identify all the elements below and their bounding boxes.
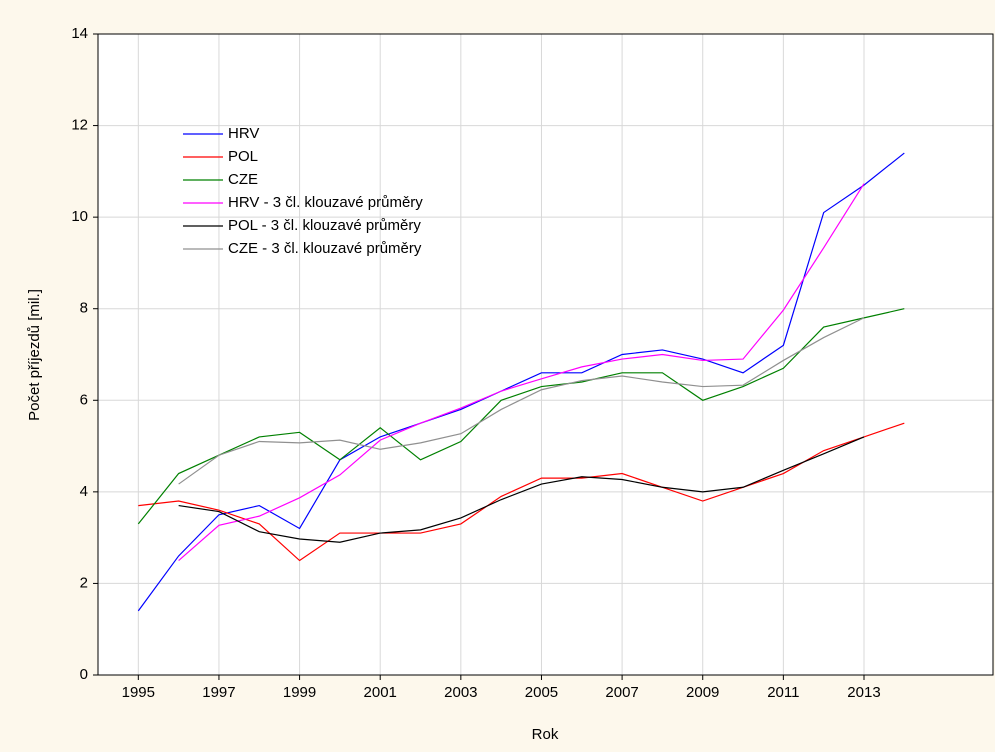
series-line [178, 317, 865, 485]
x-tick-label: 2005 [525, 684, 558, 701]
x-tick-label: 2007 [605, 684, 638, 701]
x-tick-label: 1995 [122, 684, 155, 701]
series-line [137, 308, 905, 525]
legend-label: CZE [228, 171, 258, 188]
x-tick-label: 2001 [364, 684, 397, 701]
y-tick-label: 12 [71, 117, 88, 134]
series-line [178, 183, 865, 561]
x-tick-label: 1999 [283, 684, 316, 701]
x-tick-label: 2003 [444, 684, 477, 701]
legend-label: HRV - 3 čl. klouzavé průměry [228, 194, 423, 211]
y-tick-label: 6 [80, 391, 88, 408]
y-tick-label: 0 [80, 666, 88, 683]
y-tick-label: 8 [80, 300, 88, 317]
legend-label: POL - 3 čl. klouzavé průměry [228, 217, 421, 234]
legend-label: POL [228, 148, 258, 165]
y-tick-label: 2 [80, 574, 88, 591]
x-axis-label: Rok [532, 726, 559, 743]
series-line [137, 152, 905, 612]
series-line [138, 422, 905, 562]
x-tick-label: 2013 [847, 684, 880, 701]
plot-frame [97, 33, 994, 676]
x-tick-label: 1997 [202, 684, 235, 701]
y-tick-label: 4 [80, 483, 88, 500]
y-tick-label: 10 [71, 208, 88, 225]
x-tick-label: 2009 [686, 684, 719, 701]
legend-label: CZE - 3 čl. klouzavé průměry [228, 240, 422, 257]
x-tick-label: 2011 [767, 684, 799, 701]
plot-area [98, 34, 993, 675]
series-line [178, 436, 865, 543]
y-tick-label: 14 [71, 25, 88, 42]
legend-label: HRV [228, 125, 259, 142]
y-axis-label: Počet příjezdů [mil.] [26, 289, 43, 421]
